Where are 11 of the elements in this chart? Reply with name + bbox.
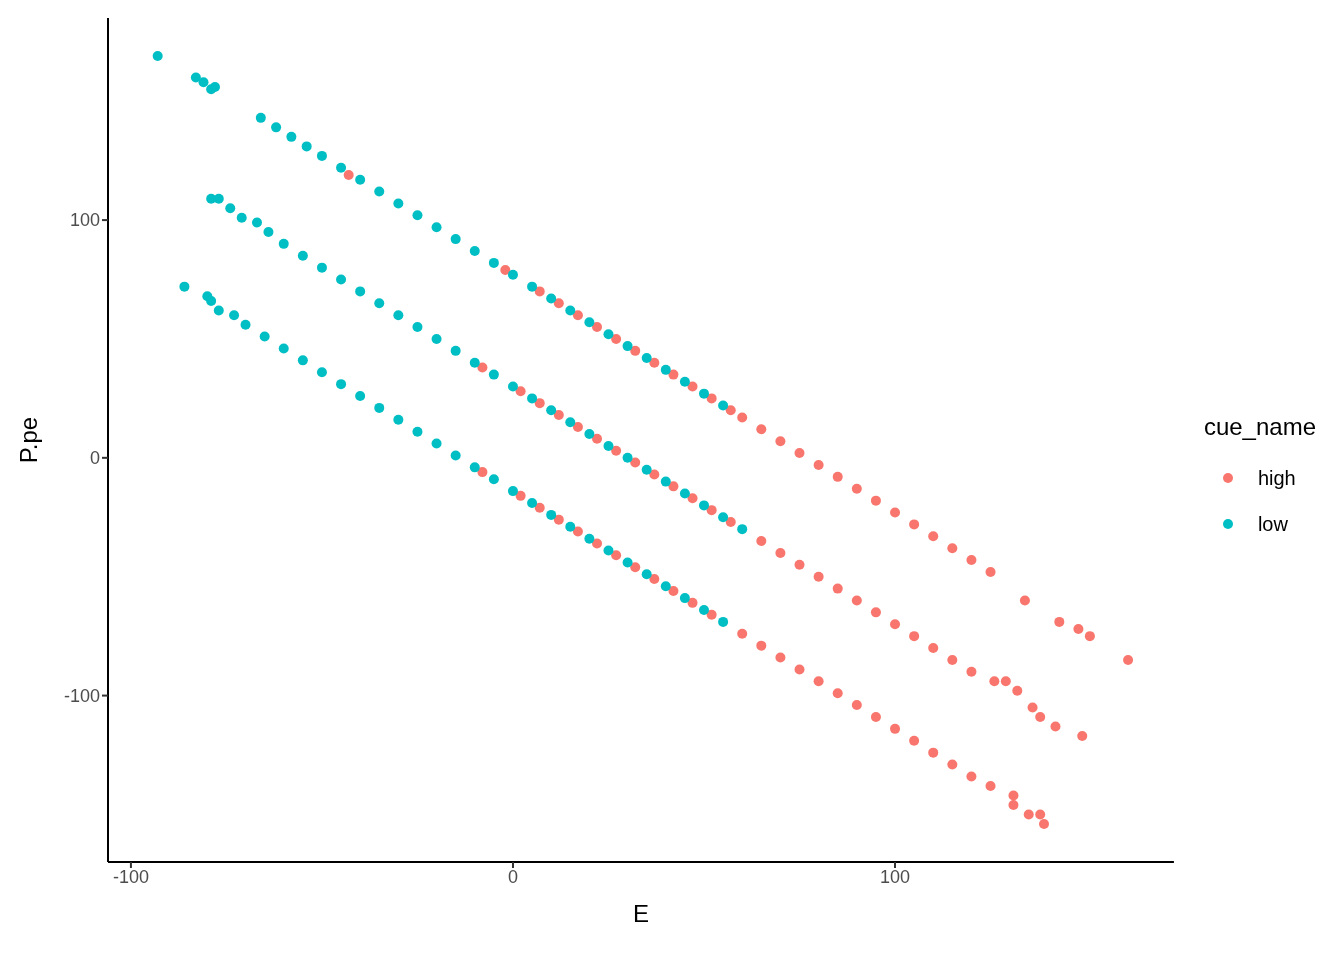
x-tick-label: 100: [880, 866, 911, 887]
y-tick-label: 100: [69, 210, 100, 231]
legend-label: low: [1257, 512, 1288, 536]
x-tick-label: -100: [112, 866, 149, 887]
y-tick-label: -100: [63, 685, 100, 706]
x-tick-label: 0: [507, 866, 518, 887]
legend-label: high: [1257, 466, 1296, 490]
x-axis-title: E: [632, 900, 649, 927]
y-axis-title: P.pe: [14, 416, 42, 464]
y-tick-label: 0: [89, 448, 100, 469]
legend-title: cue_name: [1203, 413, 1316, 441]
